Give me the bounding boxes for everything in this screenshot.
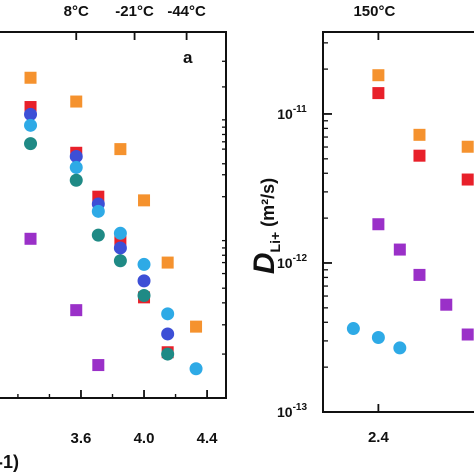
data-point	[114, 143, 127, 156]
data-point	[113, 241, 127, 255]
data-point	[413, 149, 426, 162]
data-point	[138, 194, 151, 207]
data-point	[69, 149, 83, 163]
data-point	[161, 327, 175, 341]
data-point	[461, 140, 474, 153]
data-point	[24, 107, 38, 121]
data-point	[190, 320, 203, 333]
data-point	[161, 307, 175, 321]
data-point	[372, 218, 385, 231]
y-tick-exponent: -13	[293, 402, 308, 413]
data-point	[413, 128, 426, 141]
data-point	[24, 118, 38, 132]
data-point	[371, 330, 385, 344]
top-tick-label: -44°C	[167, 3, 206, 20]
y-axis-label: DLi+ (m²/s)	[248, 178, 283, 274]
data-point	[161, 347, 175, 361]
panel-a: 3.6 4.0 4.4 8°C -21°C -44°C a -1)	[0, 3, 227, 472]
data-point	[137, 257, 151, 271]
data-point	[346, 322, 360, 336]
y-tick-base: 10	[277, 255, 293, 271]
top-tick-label: 8°C	[64, 3, 89, 20]
data-point	[113, 226, 127, 240]
y-tick-label: 10-12	[277, 253, 307, 271]
y-axis-symbol: D	[248, 252, 281, 274]
data-point	[393, 341, 407, 355]
x-axis-label: -1)	[0, 452, 19, 472]
data-point	[189, 362, 203, 376]
data-point	[70, 95, 83, 108]
data-point	[440, 298, 453, 311]
panel-label: a	[183, 48, 193, 67]
data-point	[372, 87, 385, 100]
data-point	[24, 137, 38, 151]
data-point	[24, 71, 37, 84]
data-point	[161, 256, 174, 269]
data-point	[461, 173, 474, 186]
y-tick-exponent: -11	[293, 104, 307, 115]
x-tick-label: 2.4	[368, 429, 390, 446]
data-point	[91, 204, 105, 218]
y-tick-exponent: -12	[293, 253, 308, 264]
data-point	[413, 268, 426, 281]
top-tick-label: -21°C	[115, 3, 154, 20]
y-axis-units: (m²/s)	[258, 178, 278, 227]
y-tick-base: 10	[277, 404, 293, 420]
x-tick-label: 4.0	[134, 430, 155, 447]
data-point	[137, 274, 151, 288]
data-point	[393, 243, 406, 256]
data-point	[69, 160, 83, 174]
y-tick-label: 10-11	[277, 104, 307, 122]
y-tick-base: 10	[277, 106, 293, 122]
y-tick-label: 10-13	[277, 402, 307, 420]
data-point	[24, 232, 37, 245]
data-point	[113, 254, 127, 268]
data-point	[137, 289, 151, 303]
y-axis-subscript: Li+	[267, 232, 283, 253]
data-point	[372, 69, 385, 82]
data-point	[70, 304, 83, 317]
data-point	[92, 359, 105, 372]
data-point	[91, 228, 105, 242]
data-point	[69, 173, 83, 187]
x-tick-label: 3.6	[71, 430, 92, 447]
data-point	[461, 328, 474, 341]
x-tick-label: 4.4	[197, 430, 219, 447]
plot-frame	[322, 31, 474, 413]
top-tick-label: 150°C	[353, 3, 395, 20]
